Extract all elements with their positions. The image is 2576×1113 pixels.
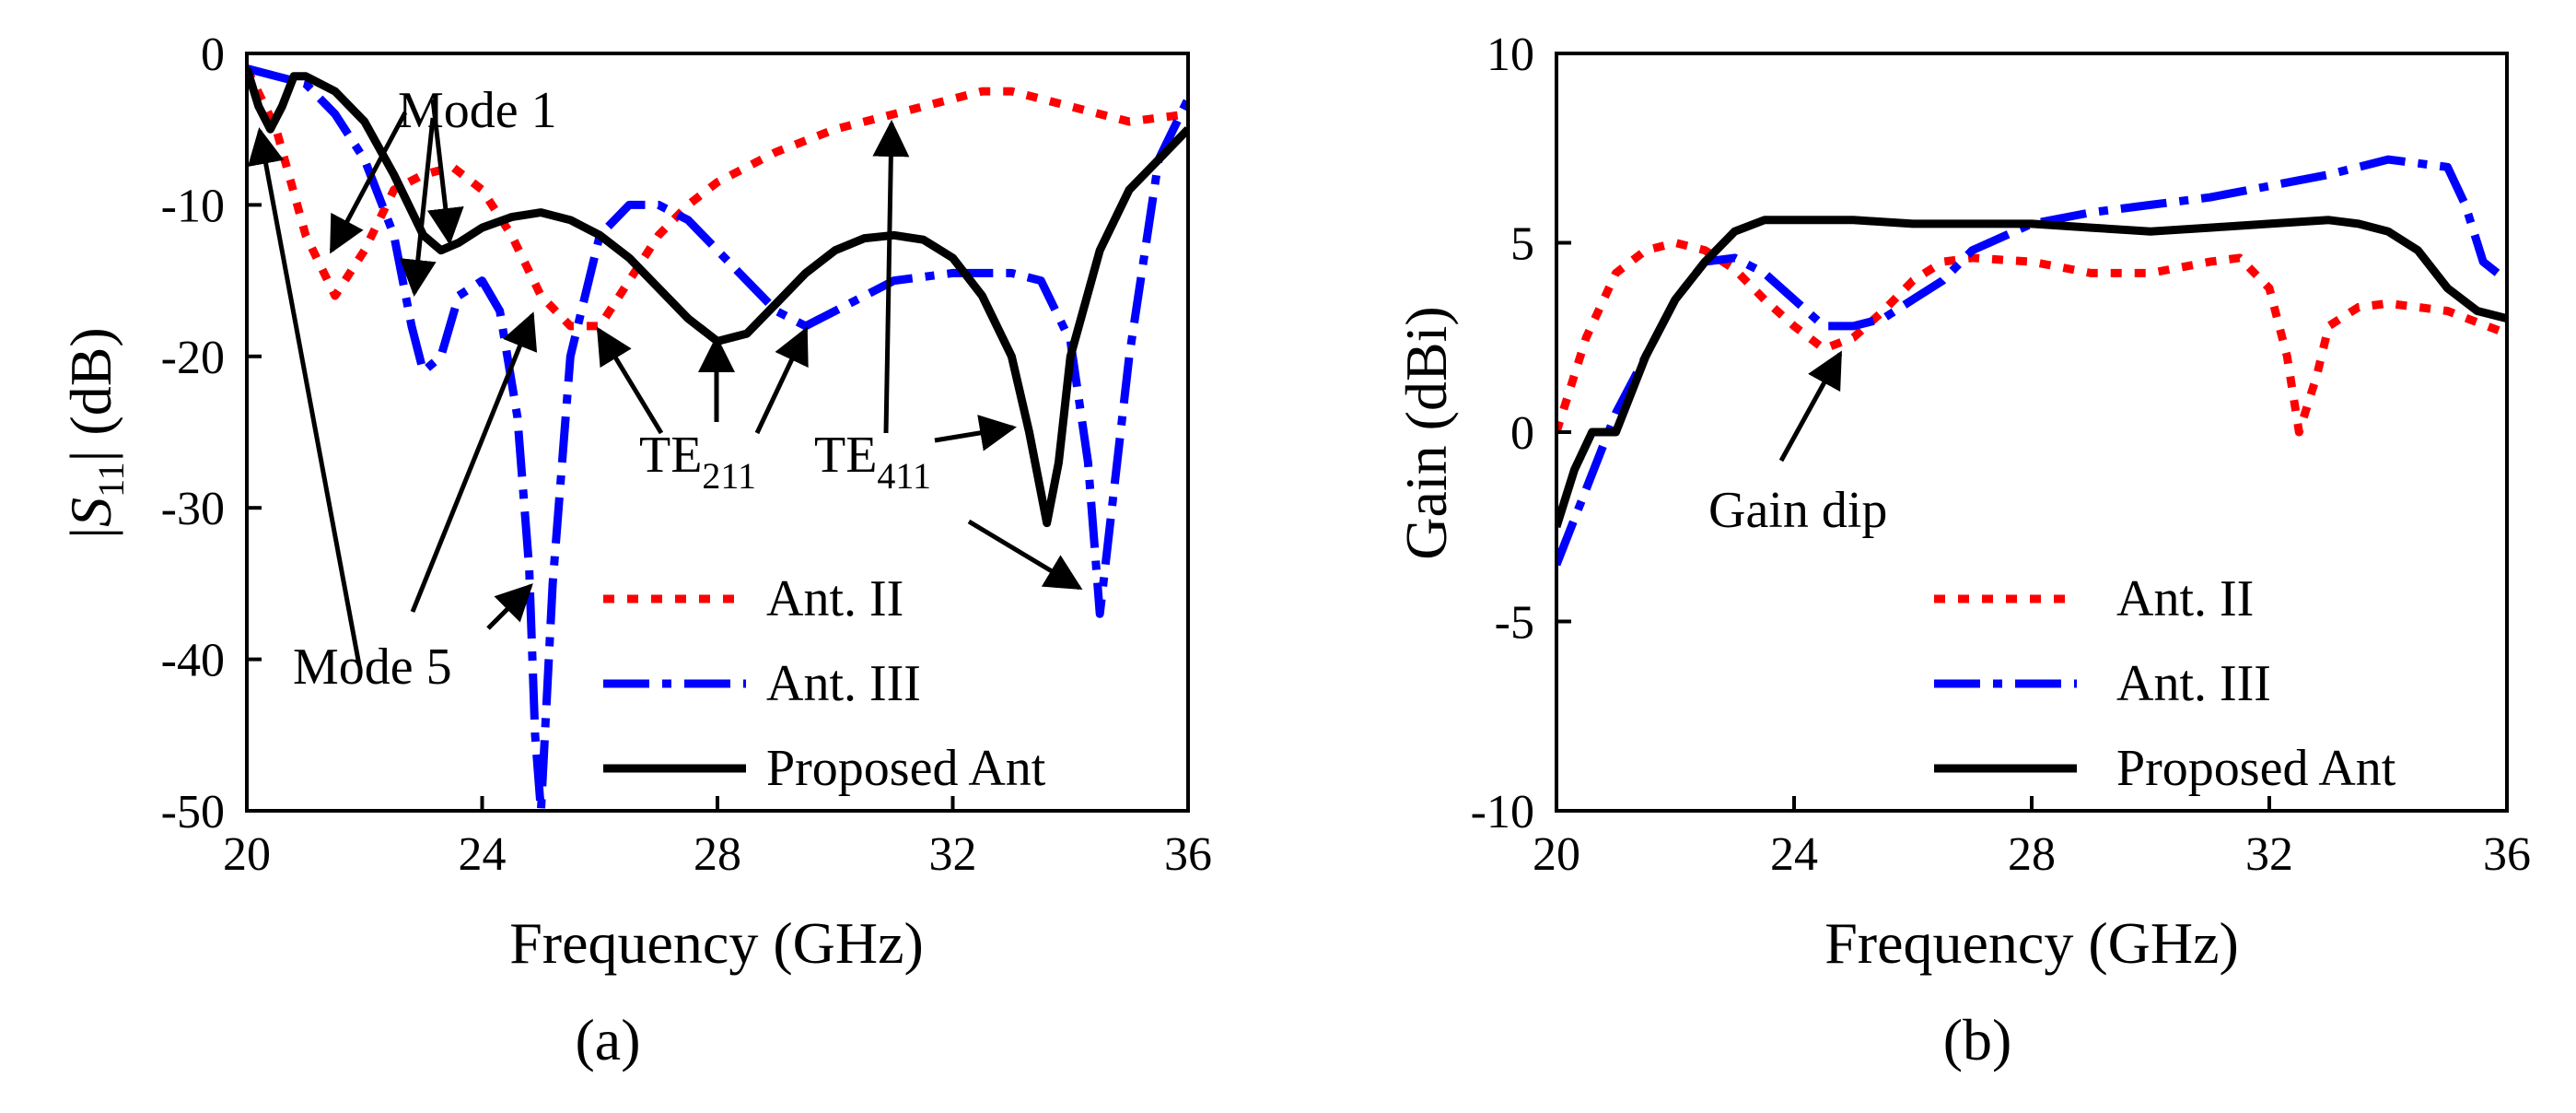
panel-a-label: (a) xyxy=(575,1007,640,1072)
x-tick-label: 20 xyxy=(1533,828,1580,881)
panel-a-y-axis-label: |S11| (dB) xyxy=(58,327,132,538)
series-line-ant-ii xyxy=(1556,239,2507,437)
series-line-ant-iii xyxy=(247,64,1188,811)
annotation-mode-1: Mode 1 xyxy=(398,82,557,139)
x-tick-label: 20 xyxy=(223,828,271,881)
annotation-mode-5: Mode 5 xyxy=(293,639,452,696)
legend-b-label-ant-iii: Ant. III xyxy=(2116,655,2271,712)
panel-b-chart: 20 24 28 32 36 10 5 0 -5 -10 Frequency (GHz) Gain… xyxy=(1393,29,2531,1072)
annotation-te211: TE211 xyxy=(639,427,756,497)
legend-a-label-ant-ii: Ant. II xyxy=(766,570,903,627)
y-tick-label: 0 xyxy=(201,29,225,81)
panel-a-annotations xyxy=(247,99,1083,666)
y-tick-label: -30 xyxy=(161,483,225,535)
y-tick-label: -20 xyxy=(161,332,225,384)
panel-a-legend: Ant. II Ant. III Proposed Ant xyxy=(603,570,1046,797)
x-tick-label: 32 xyxy=(929,828,977,881)
y-tick-label: -5 xyxy=(1495,597,1534,650)
y-tick-label: 5 xyxy=(1510,218,1534,271)
annotation-gain-dip: Gain dip xyxy=(1708,482,1887,539)
series-line-ant-iii xyxy=(1556,155,2507,567)
panel-a-series-layer xyxy=(247,64,1188,811)
annotation-gain-dip-arrow xyxy=(1778,350,1843,463)
legend-a-label-proposed: Proposed Ant xyxy=(766,740,1046,797)
panel-b-legend: Ant. II Ant. III Proposed Ant xyxy=(1934,570,2396,797)
series-line-proposed-ant xyxy=(247,67,1188,528)
y-tick-label: -40 xyxy=(161,635,225,687)
panel-b-x-axis-label: Frequency (GHz) xyxy=(1824,910,2239,976)
x-tick-label: 28 xyxy=(694,828,741,881)
y-tick-label: 10 xyxy=(1486,29,1534,81)
x-tick-label: 36 xyxy=(1164,828,1212,881)
panel-a-chart: 20 24 28 32 36 0 -10 -20 -30 -40 -50 Frequency (GH… xyxy=(58,29,1212,1072)
x-tick-label: 28 xyxy=(2008,828,2056,881)
panel-b-ticks: 20 24 28 32 36 10 5 0 -5 -10 xyxy=(1471,29,2531,881)
y-tick-label: -50 xyxy=(161,786,225,838)
panel-b-y-axis-label: Gain (dBi) xyxy=(1393,306,1459,560)
x-tick-label: 32 xyxy=(2245,828,2293,881)
annotation-te411: TE411 xyxy=(814,427,931,497)
legend-b-label-proposed: Proposed Ant xyxy=(2116,740,2396,797)
series-line-proposed-ant xyxy=(1556,216,2507,529)
x-tick-label: 36 xyxy=(2483,828,2531,881)
panel-b-series-layer xyxy=(1556,155,2507,567)
y-tick-label: -10 xyxy=(161,180,225,232)
y-tick-label: -10 xyxy=(1471,786,1534,838)
x-tick-label: 24 xyxy=(459,828,507,881)
panel-b-label: (b) xyxy=(1943,1007,2012,1072)
legend-b-label-ant-ii: Ant. II xyxy=(2116,570,2254,627)
legend-a-label-ant-iii: Ant. III xyxy=(766,655,921,712)
y-tick-label: 0 xyxy=(1510,407,1534,460)
panel-a-x-axis-label: Frequency (GHz) xyxy=(509,910,924,976)
panel-a-ticks: 20 24 28 32 36 0 -10 -20 -30 -40 -50 xyxy=(161,29,1212,881)
x-tick-label: 24 xyxy=(1770,828,1818,881)
